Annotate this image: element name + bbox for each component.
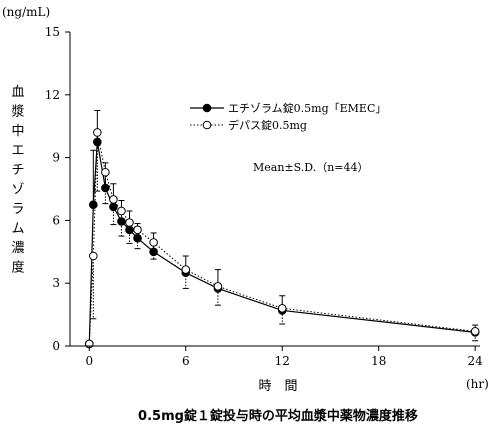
- data-point: [125, 218, 134, 227]
- x-tick-label: 6: [182, 354, 190, 368]
- y-tick-label: 3: [52, 276, 60, 290]
- data-point: [181, 265, 191, 274]
- x-unit-label: (hr): [466, 377, 489, 391]
- legend: エチゾラム錠0.5mg「EMEC」 デパス錠0.5mg: [190, 101, 386, 132]
- data-point: [470, 327, 480, 336]
- y-tick-label: 15: [45, 25, 60, 39]
- y-tick-label: 9: [52, 151, 60, 165]
- chart-caption: 0.5mg錠１錠投与時の平均血漿中薬物濃度推移: [138, 408, 418, 424]
- legend-label-depas: デパス錠0.5mg: [228, 118, 307, 132]
- y-unit-label: (ng/mL): [2, 5, 50, 19]
- data-point: [89, 200, 98, 209]
- x-tick-label: 18: [371, 354, 386, 368]
- legend-marker-emec: [202, 103, 212, 113]
- y-tick-label: 6: [52, 213, 60, 227]
- x-tick-label: 12: [275, 354, 290, 368]
- x-axis-title: 時 間: [258, 379, 297, 394]
- data-point: [101, 167, 110, 177]
- data-point: [93, 137, 102, 147]
- data-point: [125, 225, 134, 235]
- data-point: [149, 247, 158, 257]
- markers-depas: [84, 128, 480, 349]
- data-point: [117, 206, 126, 216]
- data-point: [101, 183, 110, 193]
- legend-marker-depas: [202, 120, 212, 130]
- x-tick-label: 24: [468, 354, 484, 368]
- y-axis-title: 血漿中エチゾラム濃度: [11, 85, 24, 276]
- legend-label-emec: エチゾラム錠0.5mg「EMEC」: [228, 101, 386, 115]
- y-tick-label: 12: [45, 88, 60, 102]
- y-tick-label: 0: [52, 339, 60, 353]
- data-point: [93, 128, 102, 137]
- data-point: [133, 225, 142, 235]
- stats-annotation: Mean±S.D.（n=44）: [253, 161, 369, 174]
- data-point: [109, 202, 118, 212]
- data-point: [109, 195, 118, 204]
- data-point: [213, 282, 223, 291]
- data-point: [117, 217, 126, 226]
- x-tick-label: 0: [85, 354, 93, 368]
- data-point: [277, 304, 287, 313]
- data-point: [89, 251, 98, 261]
- data-point: [149, 238, 158, 247]
- data-point: [133, 233, 142, 243]
